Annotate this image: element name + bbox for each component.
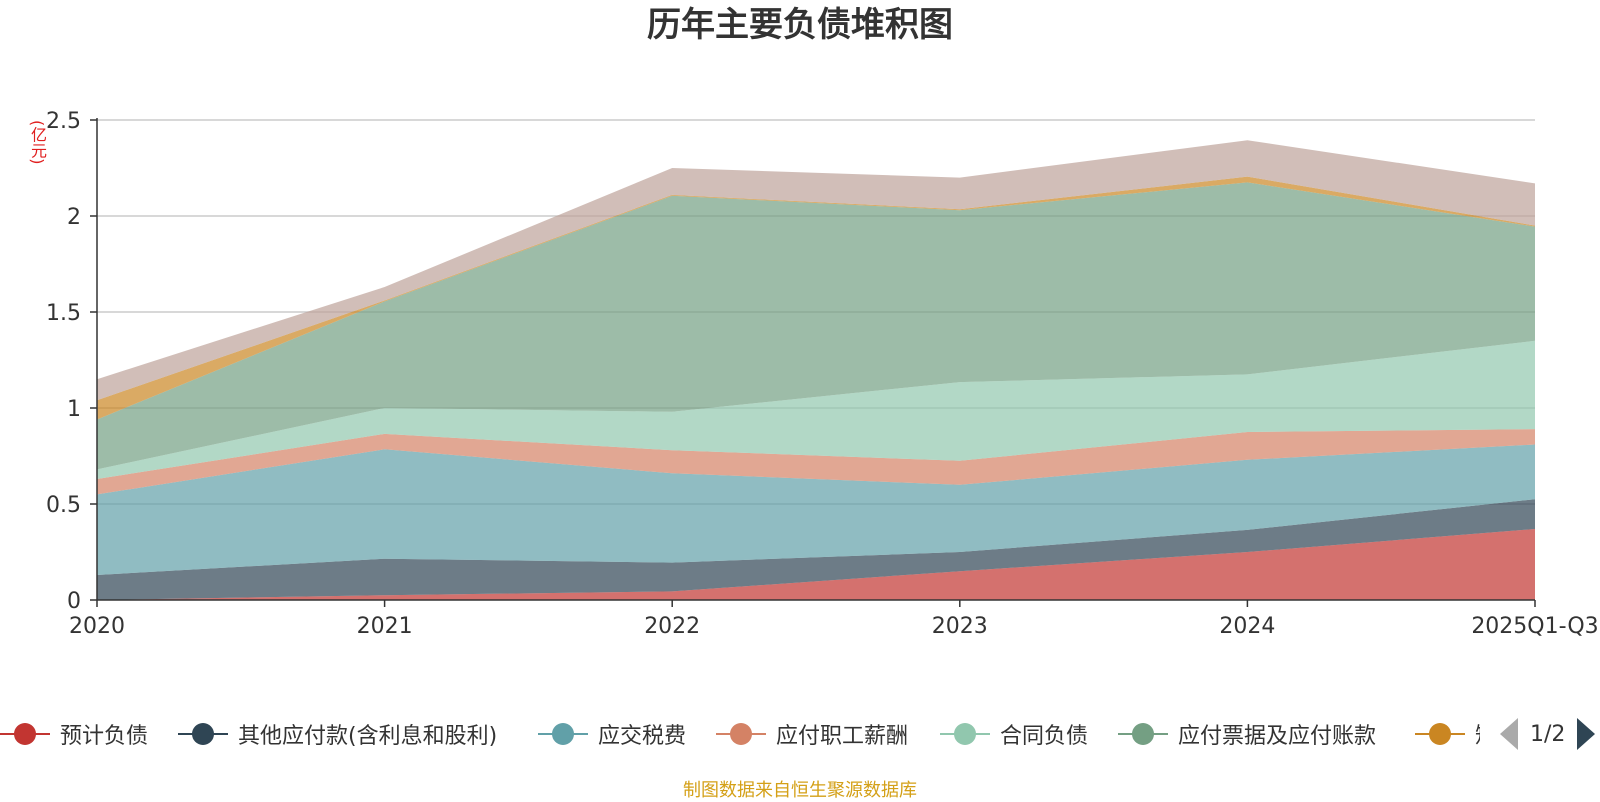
- legend-label: 应付票据及应付账款: [1178, 724, 1377, 749]
- legend-marker-icon: [1118, 720, 1168, 748]
- y-tick-label: 1.5: [46, 301, 81, 326]
- y-tick-label: 2.5: [46, 109, 81, 134]
- legend-item[interactable]: 短: [1415, 714, 1480, 754]
- y-axis-unit-label: (亿元): [28, 120, 47, 165]
- legend-item[interactable]: 应交税费: [538, 714, 686, 754]
- legend-pager: 1/2: [1500, 714, 1596, 754]
- x-tick-label: 2023: [932, 614, 988, 639]
- legend-item[interactable]: 预计负债: [0, 714, 148, 754]
- x-tick-label: 2025Q1-Q3: [1471, 614, 1598, 639]
- legend-label: 短: [1475, 718, 1480, 750]
- area-合同负债: [97, 340, 1535, 479]
- area-其他应付款(含利息和股利): [97, 499, 1535, 600]
- y-tick-label: 0: [67, 589, 81, 614]
- series-areas: [97, 140, 1535, 600]
- legend-item[interactable]: 应付票据及应付账款: [1118, 714, 1376, 754]
- area-应交税费: [97, 444, 1535, 575]
- legend-prev-arrow-icon[interactable]: [1500, 718, 1518, 750]
- y-tick-label: 0.5: [46, 493, 81, 518]
- x-tick-label: 2021: [357, 614, 413, 639]
- legend-label: 预计负债: [60, 724, 149, 749]
- legend-marker-icon: [1415, 720, 1465, 748]
- legend-item[interactable]: 合同负债: [940, 714, 1088, 754]
- legend-page-indicator: 1/2: [1530, 721, 1566, 747]
- area-应付票据及应付账款: [97, 182, 1535, 470]
- legend-label: 合同负债: [1000, 724, 1089, 749]
- y-tick-label: 1: [67, 397, 81, 422]
- x-tick-label: 2024: [1219, 614, 1275, 639]
- stacked-area-chart: 0 0.5 1 1.5 2 2.5 2020 2021 2022 2023 2024 2025Q1-Q…: [46, 109, 1599, 639]
- data-source-note: 制图数据来自恒生聚源数据库: [683, 780, 917, 801]
- legend-marker-icon: [178, 720, 228, 748]
- legend-item[interactable]: 其他应付款(含利息和股利): [178, 714, 497, 754]
- axes: 0 0.5 1 1.5 2 2.5 2020 2021 2022 2023 2024 2025Q1-Q…: [46, 109, 1599, 639]
- y-tick-label: 2: [67, 205, 81, 230]
- area-应付职工薪酬: [97, 429, 1535, 495]
- x-tick-label: 2022: [644, 614, 700, 639]
- legend-marker-icon: [0, 720, 50, 748]
- legend-label: 其他应付款(含利息和股利): [238, 724, 498, 749]
- legend-marker-icon: [940, 720, 990, 748]
- area-预计负债: [97, 529, 1535, 600]
- legend-label: 应交税费: [598, 724, 687, 749]
- x-tick-label: 2020: [69, 614, 125, 639]
- area-其他: [97, 140, 1535, 401]
- legend-label: 应付职工薪酬: [776, 724, 909, 749]
- legend: 预计负债 其他应付款(含利息和股利) 应交税费 应付职工薪酬 合同负债 应付票据及应付账款…: [0, 714, 1480, 754]
- legend-item[interactable]: 应付职工薪酬: [716, 714, 908, 754]
- chart-title: 历年主要负债堆积图: [647, 5, 953, 45]
- legend-next-arrow-icon[interactable]: [1577, 718, 1596, 750]
- legend-marker-icon: [716, 720, 766, 748]
- legend-marker-icon: [538, 720, 588, 748]
